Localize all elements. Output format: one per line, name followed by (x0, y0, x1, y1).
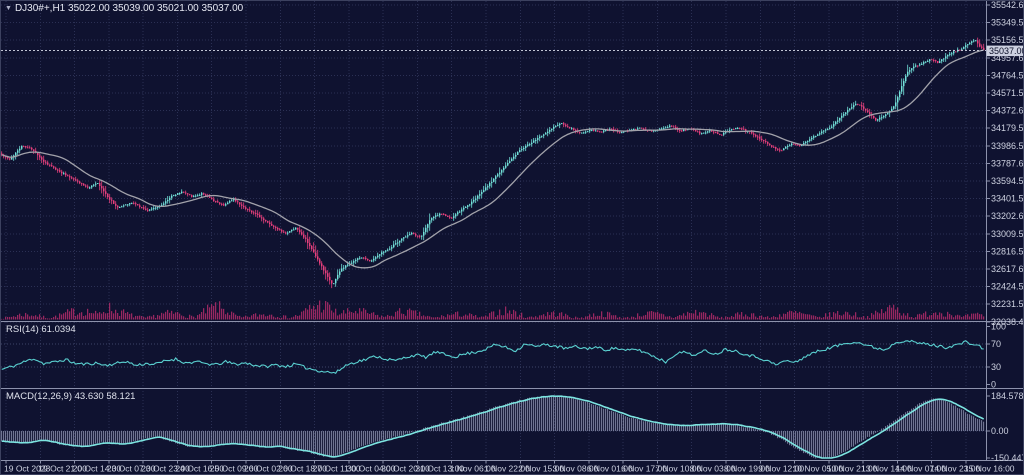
svg-text:33401.50: 33401.50 (991, 194, 1024, 204)
svg-text:23 Oct 23:00: 23 Oct 23:00 (141, 464, 190, 474)
candles-layer (1, 37, 985, 289)
price-axis[interactable]: 35542.60 35349.55 35156.50 34957.60 34764.55… (986, 1, 1024, 327)
svg-text:30 Oct 04:00: 30 Oct 04:00 (347, 464, 396, 474)
svg-text:32617.60: 32617.60 (991, 264, 1024, 274)
svg-text:33202.60: 33202.60 (991, 211, 1024, 221)
svg-text:100: 100 (991, 322, 1006, 332)
svg-text:10 Nov 21:00: 10 Nov 21:00 (827, 464, 878, 474)
svg-text:34372.60: 34372.60 (991, 106, 1024, 116)
svg-text:14 Nov 07:00: 14 Nov 07:00 (895, 464, 946, 474)
svg-text:70: 70 (991, 339, 1001, 349)
svg-text:31 Oct 13:00: 31 Oct 13:00 (415, 464, 464, 474)
svg-text:23 Oct 07:00: 23 Oct 07:00 (107, 464, 156, 474)
svg-text:14 Nov 23:00: 14 Nov 23:00 (930, 464, 981, 474)
svg-text:0.00: 0.00 (991, 426, 1009, 436)
svg-text:-150.447: -150.447 (991, 453, 1024, 463)
svg-text:13 Nov 14:00: 13 Nov 14:00 (861, 464, 912, 474)
svg-text:25 Oct 09:00: 25 Oct 09:00 (210, 464, 259, 474)
svg-text:27 Oct 11:00: 27 Oct 11:00 (313, 464, 361, 474)
svg-text:32424.55: 32424.55 (991, 282, 1024, 292)
svg-text:34571.50: 34571.50 (991, 88, 1024, 98)
svg-text:1 Nov 22:00: 1 Nov 22:00 (484, 464, 530, 474)
current-price-tag-text: 35037.00 (989, 46, 1024, 56)
svg-text:35542.60: 35542.60 (991, 1, 1024, 10)
macd-axis[interactable]: 184.578 0.00 -150.447 (986, 391, 1024, 463)
svg-text:34764.55: 34764.55 (991, 70, 1024, 80)
volume-bars (1, 300, 985, 320)
svg-text:26 Oct 18:00: 26 Oct 18:00 (278, 464, 327, 474)
svg-text:0: 0 (991, 380, 996, 390)
svg-text:33594.55: 33594.55 (991, 176, 1024, 186)
rsi-line (1, 339, 984, 375)
svg-text:34957.60: 34957.60 (991, 53, 1024, 63)
macd-signal-line (1, 395, 985, 459)
svg-text:1 Nov 06:00: 1 Nov 06:00 (450, 464, 496, 474)
svg-text:15 Nov 16:00: 15 Nov 16:00 (964, 464, 1015, 474)
svg-text:35349.55: 35349.55 (991, 18, 1024, 28)
svg-text:32816.50: 32816.50 (991, 246, 1024, 256)
svg-text:32231.50: 32231.50 (991, 299, 1024, 309)
svg-text:30 Oct 20:00: 30 Oct 20:00 (381, 464, 430, 474)
svg-text:8 Nov 19:00: 8 Nov 19:00 (724, 464, 770, 474)
svg-text:32038.45: 32038.45 (991, 317, 1024, 327)
panel-separators (1, 1, 1023, 461)
svg-text:19 Oct 21:00: 19 Oct 21:00 (38, 464, 87, 474)
svg-text:9 Nov 12:00: 9 Nov 12:00 (758, 464, 804, 474)
svg-text:6 Nov 17:00: 6 Nov 17:00 (621, 464, 667, 474)
svg-text:33009.55: 33009.55 (991, 229, 1024, 239)
macd-histogram (1, 395, 985, 459)
svg-text:8 Nov 03:00: 8 Nov 03:00 (690, 464, 736, 474)
svg-text:33787.60: 33787.60 (991, 158, 1024, 168)
svg-text:33986.50: 33986.50 (991, 141, 1024, 151)
svg-text:30: 30 (991, 362, 1001, 372)
ma-line (1, 49, 984, 269)
svg-text:20 Oct 14:00: 20 Oct 14:00 (73, 464, 122, 474)
svg-text:3 Nov 08:00: 3 Nov 08:00 (553, 464, 599, 474)
svg-text:2 Nov 15:00: 2 Nov 15:00 (518, 464, 564, 474)
svg-text:184.578: 184.578 (991, 391, 1024, 401)
svg-text:10 Nov 05:00: 10 Nov 05:00 (793, 464, 844, 474)
svg-text:34179.55: 34179.55 (991, 123, 1024, 133)
svg-text:6 Nov 01:00: 6 Nov 01:00 (587, 464, 633, 474)
current-price-tag (986, 45, 1023, 57)
svg-text:24 Oct 16:00: 24 Oct 16:00 (175, 464, 224, 474)
svg-text:7 Nov 10:00: 7 Nov 10:00 (655, 464, 701, 474)
svg-text:26 Oct 02:00: 26 Oct 02:00 (244, 464, 293, 474)
svg-text:19 Oct 2023: 19 Oct 2023 (4, 464, 51, 474)
rsi-axis[interactable]: 100 70 30 0 (986, 322, 1007, 390)
svg-text:35156.50: 35156.50 (991, 35, 1024, 45)
